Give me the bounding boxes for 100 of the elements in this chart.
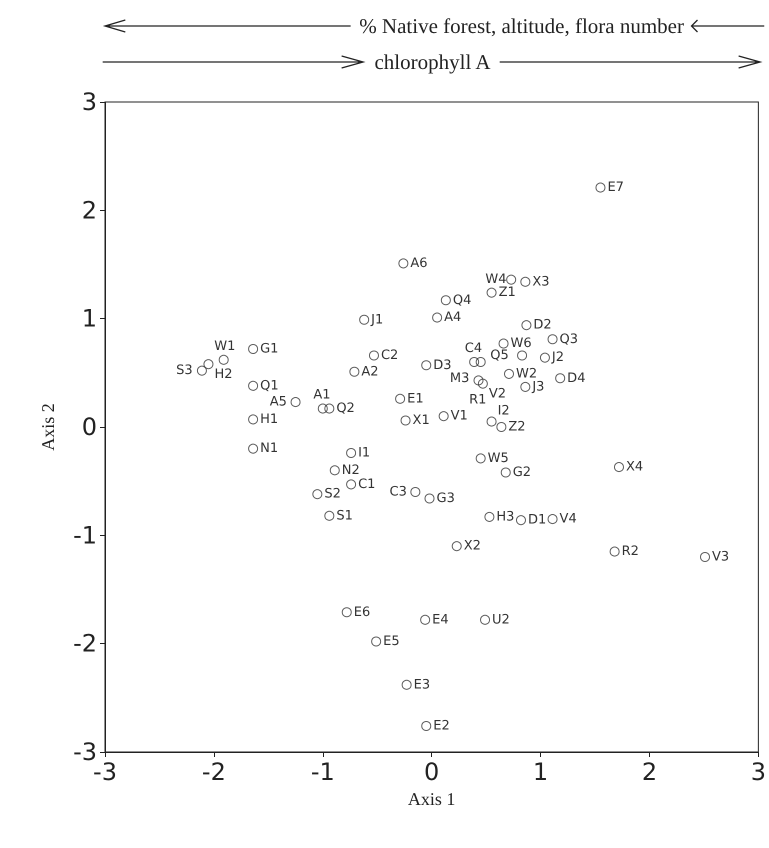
point (248, 414, 258, 424)
point (504, 368, 514, 379)
y-tick-label: 3 (82, 88, 97, 116)
point (368, 350, 379, 360)
point (548, 334, 558, 344)
annotation: D1 (528, 512, 546, 528)
annotation: X4 (626, 460, 644, 475)
annotation: I2 (498, 404, 510, 419)
annotation: E4 (432, 612, 449, 628)
annotation: A6 (410, 256, 428, 271)
point (421, 721, 432, 731)
x-tick-label: -2 (202, 758, 226, 786)
point (486, 288, 497, 298)
annotation: E1 (407, 391, 424, 406)
annotation: I1 (358, 446, 370, 460)
point (452, 541, 462, 552)
annotation: H1 (260, 412, 278, 427)
annotation: Q1 (260, 378, 279, 394)
point (478, 378, 488, 389)
annotation: R2 (622, 544, 639, 560)
x-tick-label: 1 (532, 758, 548, 786)
annotation: X3 (532, 274, 550, 290)
point (476, 357, 486, 367)
point (318, 404, 328, 414)
annotation: C4 (464, 341, 482, 356)
annotation: X2 (464, 538, 481, 554)
point (500, 468, 511, 478)
annotation: C1 (358, 476, 376, 492)
annotation: J3 (531, 379, 544, 394)
point (203, 359, 214, 370)
point (517, 350, 528, 360)
point (516, 515, 526, 526)
annotation: A1 (313, 388, 331, 403)
text: chlorophyll A (373, 50, 492, 74)
y-tick-label: 2 (82, 196, 97, 224)
point (480, 614, 490, 625)
annotation: V2 (488, 386, 506, 402)
point (476, 453, 486, 464)
x-tick-label: 0 (424, 758, 440, 786)
x-tick-label: -1 (310, 758, 335, 786)
annotation: C3 (390, 484, 407, 500)
annotation: H2 (214, 367, 232, 382)
point (484, 512, 494, 522)
annotation: W5 (488, 450, 509, 466)
point (520, 276, 530, 287)
y-tick-label: 1 (82, 304, 97, 333)
annotation: S1 (336, 508, 353, 524)
point (349, 366, 360, 377)
annotation: J2 (550, 350, 564, 366)
annotation: W2 (516, 366, 538, 382)
annotation: V3 (712, 550, 730, 564)
y-tick-label: -3 (73, 738, 97, 766)
annotation: E5 (383, 634, 400, 649)
x-axis-title: Axis 1 (408, 789, 456, 809)
annotation: D2 (533, 318, 552, 333)
annotation: G2 (512, 465, 532, 480)
point (424, 494, 435, 504)
point (432, 312, 442, 323)
point (506, 274, 516, 285)
annotation: W1 (214, 338, 236, 354)
point (496, 422, 506, 432)
point (486, 416, 497, 427)
point (359, 314, 370, 325)
point (324, 404, 334, 414)
annotation: V1 (450, 408, 468, 424)
y-tick-label: -1 (73, 521, 97, 550)
point (498, 338, 509, 349)
point (248, 380, 258, 391)
annotation: C2 (380, 348, 398, 363)
annotation: Z2 (508, 420, 526, 434)
point (595, 182, 606, 193)
point (342, 607, 352, 618)
point (196, 366, 207, 376)
point (469, 357, 480, 367)
point (312, 489, 322, 500)
point (548, 514, 558, 524)
annotation: N1 (260, 441, 278, 456)
point (521, 320, 532, 330)
annotation: A4 (444, 310, 462, 326)
point (371, 636, 382, 646)
annotation: A5 (270, 394, 287, 410)
point (346, 448, 356, 458)
annotation: R1 (469, 392, 486, 408)
point (346, 479, 356, 490)
point (440, 295, 451, 306)
annotation: Q3 (560, 332, 578, 347)
annotation: H3 (496, 509, 514, 524)
x-tick-label: 2 (642, 758, 658, 786)
annotation: Q2 (336, 401, 355, 416)
annotation: E7 (607, 180, 624, 196)
point (402, 680, 412, 690)
annotation: S2 (324, 486, 341, 502)
annotation: E2 (433, 718, 450, 734)
point (248, 344, 258, 354)
point (218, 354, 229, 365)
annotation: A2 (361, 364, 379, 380)
point (520, 382, 530, 392)
annotation: Q4 (452, 292, 472, 308)
annotation: X1 (412, 413, 430, 428)
point (410, 487, 420, 497)
